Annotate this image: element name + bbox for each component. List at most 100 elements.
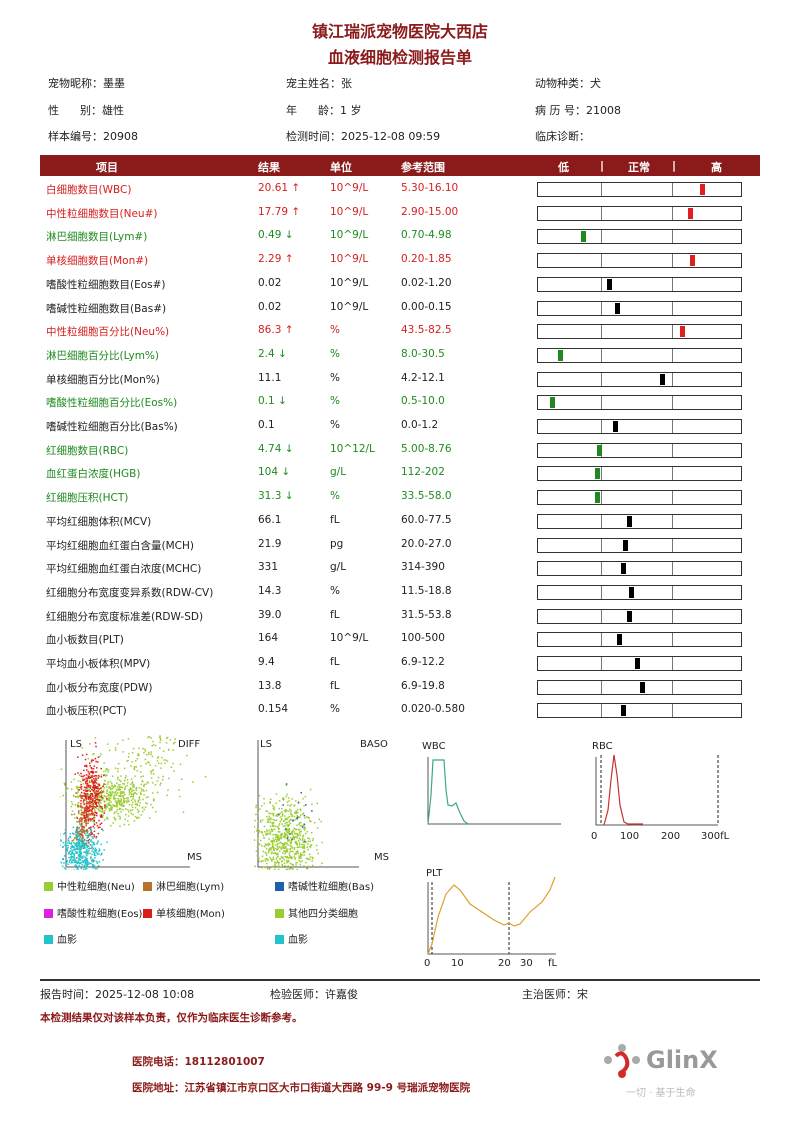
item-range: 112-202 — [401, 466, 445, 479]
table-row: 单核细胞百分比(Mon%) 11.1 % 4.2-12.1 — [40, 368, 760, 391]
diff-scatter: LS DIFF MS — [60, 735, 207, 870]
legend-swatch-icon — [275, 935, 284, 944]
table-row: 平均红细胞血红蛋白浓度(MCHC) 331 g/L 314-390 — [40, 557, 760, 580]
item-result: 86.3 ↑ — [258, 324, 294, 337]
item-range: 0.20-1.85 — [401, 253, 452, 266]
item-name: 白细胞数目(WBC) — [46, 184, 132, 196]
item-result: 66.1 — [258, 513, 282, 526]
item-range: 0.020-0.580 — [401, 703, 465, 716]
range-indicator-bar — [537, 300, 742, 316]
plt-tick: fL — [548, 958, 558, 967]
item-name: 平均红细胞体积(MCV) — [46, 515, 152, 528]
legend-swatch-icon — [44, 882, 53, 891]
item-range: 0.02-1.20 — [401, 276, 452, 289]
result-marker — [613, 421, 619, 432]
age: 年 龄：1 岁 — [286, 104, 362, 117]
disclaimer: 本检测结果仅对该样本负责，仅作为临床医生诊断参考。 — [40, 1012, 303, 1024]
item-unit: g/L — [330, 561, 347, 574]
item-range: 0.0-1.2 — [401, 419, 439, 431]
item-result: 2.29 ↑ — [258, 253, 294, 266]
item-name: 红细胞数目(RBC) — [46, 444, 129, 457]
item-name: 中性粒细胞百分比(Neu%) — [46, 326, 170, 339]
legend-label: 嗜酸性粒细胞(Eos) — [57, 909, 143, 920]
item-range: 0.00-0.15 — [401, 300, 452, 313]
item-range: 60.0-77.5 — [401, 513, 452, 526]
legend-swatch-icon — [44, 909, 53, 918]
item-range: 31.5-53.8 — [401, 608, 452, 621]
range-indicator-bar — [537, 632, 742, 648]
item-range: 20.0-27.0 — [401, 537, 452, 550]
item-result: 14.3 — [258, 584, 282, 597]
table-row: 血小板数目(PLT) 164 10^9/L 100-500 — [40, 628, 760, 651]
result-marker — [550, 397, 556, 409]
table-row: 单核细胞数目(Mon#) 2.29 ↑ 10^9/L 0.20-1.85 — [40, 249, 760, 272]
legend-label: 嗜碱性粒细胞(Bas) — [288, 882, 375, 893]
table-row: 红细胞分布宽度标准差(RDW-SD) 39.0 fL 31.5-53.8 — [40, 605, 760, 628]
table-row: 红细胞分布宽度变异系数(RDW-CV) 14.3 % 11.5-18.8 — [40, 581, 760, 604]
range-indicator-bar — [537, 276, 742, 292]
item-name: 淋巴细胞百分比(Lym%) — [46, 349, 159, 362]
hospital-address: 医院地址：江苏省镇江市京口区大市口街道大西路 99-9 号瑞派宠物医院 — [132, 1082, 471, 1094]
plt-curve — [427, 876, 556, 955]
rbc-tick: 300fL — [701, 831, 730, 842]
legend-swatch-icon — [275, 882, 284, 891]
plt-tick: 20 — [498, 958, 511, 967]
table-row: 红细胞压积(HCT) 31.3 ↓ % 33.5-58.0 — [40, 486, 760, 509]
item-range: 33.5-58.0 — [401, 490, 452, 503]
legend-label: 中性粒细胞(Neu) — [57, 882, 135, 893]
table-row: 嗜碱性粒细胞百分比(Bas%) 0.1 % 0.0-1.2 — [40, 415, 760, 438]
result-marker — [621, 563, 627, 575]
result-marker — [594, 468, 600, 480]
item-unit: fL — [330, 656, 340, 668]
result-marker — [623, 539, 629, 551]
legend-item: 血影 — [44, 931, 77, 946]
item-range: 0.70-4.98 — [401, 229, 452, 242]
diff-x-label: MS — [187, 852, 202, 863]
legend-label: 血影 — [288, 935, 308, 946]
item-name: 中性粒细胞数目(Neu#) — [46, 207, 158, 220]
item-unit: 10^12/L — [330, 442, 375, 455]
item-result: 0.1 ↓ — [258, 395, 287, 408]
rbc-tick: 200 — [661, 831, 680, 842]
item-unit: 10^9/L — [330, 182, 369, 194]
table-row: 嗜酸性粒细胞数目(Eos#) 0.02 10^9/L 0.02-1.20 — [40, 273, 760, 296]
item-result: 9.4 — [258, 656, 275, 668]
glinx-logo-icon — [604, 1044, 640, 1078]
legend-label: 其他四分类细胞 — [288, 909, 358, 920]
legend-label: 血影 — [57, 935, 77, 946]
logo-slogan: 一切 · 基于生命 — [626, 1088, 696, 1099]
sex: 性 别：雄性 — [48, 104, 124, 117]
item-result: 13.8 — [258, 679, 282, 692]
item-name: 血红蛋白浓度(HGB) — [46, 468, 141, 481]
item-result: 0.02 — [258, 300, 282, 313]
diff-y-label: LS — [70, 739, 82, 750]
item-unit: g/L — [330, 466, 347, 479]
diff-title: DIFF — [178, 739, 200, 750]
item-range: 0.5-10.0 — [401, 395, 445, 408]
item-unit: fL — [330, 608, 340, 621]
table-row: 血红蛋白浓度(HGB) 104 ↓ g/L 112-202 — [40, 462, 760, 485]
species: 动物种类：犬 — [535, 77, 601, 90]
hospital-name: 镇江瑞派宠物医院大西店 — [311, 22, 488, 41]
table-row: 中性粒细胞百分比(Neu%) 86.3 ↑ % 43.5-82.5 — [40, 320, 760, 343]
legend-item: 中性粒细胞(Neu) — [44, 878, 135, 893]
report-time: 报告时间：2025-12-08 10:08 — [40, 988, 195, 1001]
item-name: 红细胞压积(HCT) — [46, 492, 129, 505]
col-sep2: | — [672, 159, 677, 172]
plt-title: PLT — [426, 868, 443, 879]
baso-x-label: MS — [374, 852, 389, 863]
item-range: 6.9-19.8 — [401, 679, 445, 692]
col-sep1: | — [600, 159, 605, 172]
col-normal: 正常 — [628, 161, 650, 174]
rbc-tick: 0 — [591, 831, 597, 842]
item-name: 平均红细胞血红蛋白浓度(MCHC) — [46, 563, 202, 576]
legend-label: 淋巴细胞(Lym) — [156, 882, 225, 893]
result-marker — [688, 207, 694, 219]
table-row: 淋巴细胞百分比(Lym%) 2.4 ↓ % 8.0-30.5 — [40, 344, 760, 367]
result-marker — [594, 492, 600, 504]
result-marker — [607, 278, 613, 290]
table-row: 中性粒细胞数目(Neu#) 17.79 ↑ 10^9/L 2.90-15.00 — [40, 202, 760, 225]
item-name: 血小板分布宽度(PDW) — [46, 681, 153, 694]
legend-item: 血影 — [275, 931, 308, 946]
range-indicator-bar — [537, 608, 742, 624]
